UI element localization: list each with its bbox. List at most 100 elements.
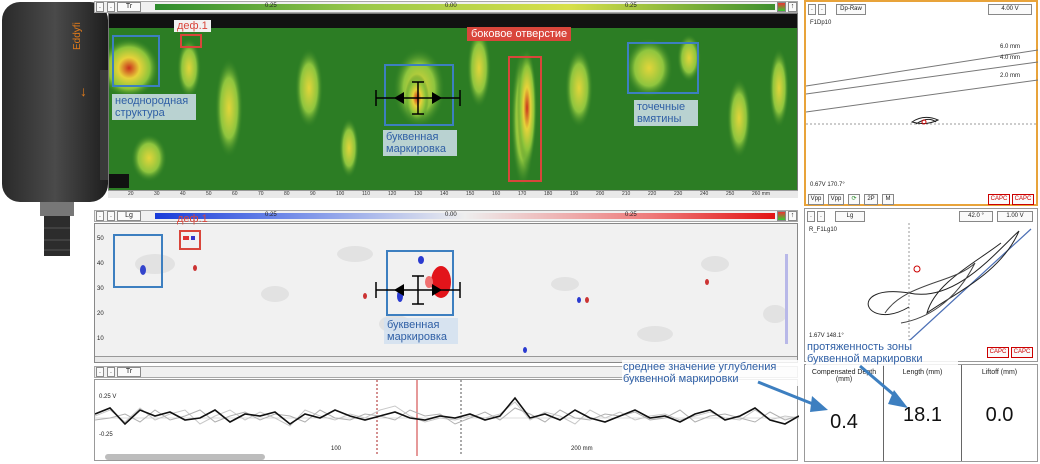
cscan-bottom-ruler [95,356,797,362]
cursor-crosshair-top[interactable] [372,78,464,118]
ruler-tick: 230 [674,191,683,197]
measurement-cell-liftoff: Liftoff (mm) 0.0 [961,365,1037,461]
capc-button[interactable]: CAPC [987,347,1009,358]
letter-marking-box-top [384,64,454,126]
menu-button[interactable]: . [107,2,115,12]
channel-select[interactable]: Tr [117,2,141,12]
channel-menu-button[interactable]: . [96,211,104,221]
nonuniform-region-box-bottom [113,234,163,288]
impedance-top-readout: 0.67V 170.7° [810,182,845,188]
menu-button[interactable]: . [107,367,115,377]
voltage-select[interactable]: 4.00 V [988,4,1032,15]
probe-device: Eddyfi ↓ [0,0,112,256]
vpp-button[interactable]: Vpp [828,194,844,205]
cscan-top-header-strip [109,14,797,28]
palette-icon[interactable] [777,211,786,221]
cursor-crosshair-bottom[interactable] [372,272,464,308]
curve-label: 6.0 mm [1000,44,1021,50]
m-button[interactable]: M [882,194,894,205]
ruler-tick: 160 [492,191,501,197]
cscan-top-ruler: 20 30 40 50 60 70 80 90 100 110 120 130 … [108,190,798,198]
ruler-tick: 40 [180,191,186,197]
ruler-tick: 150 [466,191,475,197]
impedance-bottom-readout: 1.67V 148.1° [809,333,844,339]
ruler-tick: 80 [284,191,290,197]
channel-menu-button[interactable]: . [96,2,104,12]
scale-tick: 0.00 [445,212,457,218]
ruler-tick: 220 [648,191,657,197]
channel-select[interactable]: Lg [117,211,141,221]
angle-select[interactable]: 42.0 ° [959,211,993,222]
measurement-value: 0.0 [985,404,1014,426]
ruler-tick: 240 [700,191,709,197]
def1-box-top [180,34,202,48]
strip-chart[interactable]: 0.25 V -0.25 100 200 mm [94,379,799,461]
scale-tick: 0.25 [265,3,277,9]
letter-marking-label-top: буквенная маркировка [383,130,457,156]
ruler-tick: 250 [726,191,735,197]
ruler-tick: 190 [570,191,579,197]
yaxis-tick: 40 [97,261,104,267]
strip-scrollbar[interactable] [105,454,265,460]
2p-button[interactable]: 2P [864,194,878,205]
panel-menu-button[interactable]: . [808,4,816,15]
palette-icon[interactable] [777,2,786,12]
measurement-header: Compensated Depth (mm) [811,369,877,383]
ruler-tick: 20 [128,191,134,197]
ruler-tick: 60 [232,191,238,197]
mode-select[interactable]: Dp-Raw [836,4,866,15]
side-hole-label: боковое отверстие [467,27,572,41]
capc-button[interactable]: CAPC [988,194,1010,205]
channel-select[interactable]: Tr [117,367,141,377]
export-icon[interactable]: ↑ [788,2,797,12]
ruler-tick: 110 [362,191,370,197]
ruler-tick: 200 [596,191,605,197]
panel-menu-button[interactable]: . [817,211,825,222]
scale-tick: 0.25 [265,212,277,218]
panel-menu-button[interactable]: . [807,211,815,222]
ruler-tick: 170 [518,191,527,197]
ruler-tick: 90 [310,191,316,197]
callout-arrows [757,364,908,412]
avg-depth-note: среднее значение углубления буквенной ма… [622,360,798,386]
menu-button[interactable]: . [107,211,115,221]
measurement-header: Length (mm) [902,369,943,376]
ruler-tick: 140 [440,191,449,197]
ruler-tick: 100 [336,191,345,197]
yaxis-tick: 50 [97,236,104,242]
channel-select[interactable]: Lg [835,211,865,222]
measurement-cell-depth: Compensated Depth (mm) 0.4 [805,365,883,461]
ruler-tick: 260 mm [752,191,771,197]
measurement-value: 18.1 [903,404,942,426]
voltage-select[interactable]: 1.00 V [997,211,1033,222]
vpp-button[interactable]: Vpp [808,194,824,205]
strip-xtick: 200 mm [571,446,593,452]
channel-menu-button[interactable]: . [96,367,104,377]
capc-button[interactable]: CAPC [1012,194,1034,205]
ruler-tick: 180 [544,191,553,197]
dents-box [627,42,699,94]
cscan-bottom-toolbar: . . Lg 0.25 0.00 0.25 ↑ [94,210,798,222]
cscan-top-toolbar: . . Tr 0.25 0.00 0.25 ↑ [94,1,798,13]
capc-button[interactable]: CAPC [1011,347,1033,358]
panel-menu-button[interactable]: . [818,4,826,15]
color-scale-bar [155,4,775,10]
impedance-top-panel: . . Dp-Raw 4.00 V F1Dp10 6.0 mm 4.0 mm 2… [804,0,1038,206]
def1-label-bottom: деф.1 [177,213,208,225]
curve-label: 4.0 mm [1000,55,1021,61]
strip-ytick: 0.25 V [99,394,117,400]
color-scale-bar [155,213,775,219]
yaxis-tick: 20 [97,311,104,317]
impedance-bottom-panel: . . Lg 42.0 ° 1.00 V R_F1Lg10 1.67V 148.… [804,208,1038,362]
def1-box-bottom [179,230,201,250]
scale-tick: 0.00 [445,3,457,9]
refresh-icon[interactable]: ⟳ [848,194,860,205]
curve-label: 2.0 mm [1000,73,1021,79]
zone-length-note: протяженность зоны буквенной маркировки [806,340,958,366]
dents-label: точечные вмятины [634,100,698,126]
measurement-cell-length: Length (mm) 18.1 [883,365,961,461]
yaxis-tick: 30 [97,286,104,292]
export-icon[interactable]: ↑ [788,211,797,221]
measurement-header: Liftoff (mm) [981,369,1018,376]
ruler-tick: 30 [154,191,160,197]
